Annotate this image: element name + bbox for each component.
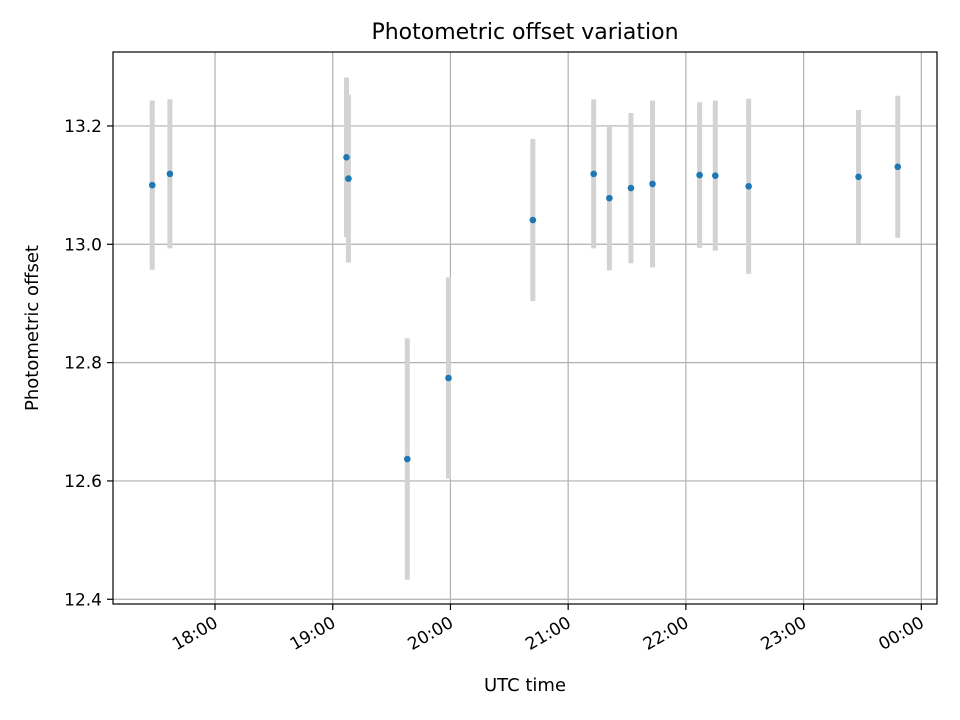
data-point xyxy=(745,183,752,190)
data-point xyxy=(696,171,703,179)
data-point xyxy=(894,163,902,171)
grid xyxy=(113,52,937,604)
data-point xyxy=(606,194,613,202)
x-axis-label: UTC time xyxy=(484,675,566,696)
data-point xyxy=(166,170,174,178)
data-point xyxy=(627,184,635,192)
plot-frame xyxy=(112,51,938,605)
data-point xyxy=(148,181,156,189)
data-point xyxy=(403,455,411,463)
data-point xyxy=(529,216,537,224)
data-point xyxy=(855,173,862,181)
data-point xyxy=(345,175,352,182)
y-tick-label: 13.2 xyxy=(64,117,102,137)
data-point xyxy=(590,170,597,178)
data-points xyxy=(148,154,902,463)
chart-title: Photometric offset variation xyxy=(371,20,678,45)
y-tick-label: 12.4 xyxy=(64,590,102,610)
y-axis-ticks: 12.4 12.6 12.8 13.0 13.2 xyxy=(64,117,113,610)
data-point xyxy=(343,154,350,161)
y-tick-label: 12.8 xyxy=(64,354,102,374)
y-tick-label: 12.6 xyxy=(64,472,102,492)
data-point xyxy=(649,180,656,188)
y-tick-label: 13.0 xyxy=(64,235,102,255)
y-axis-label: Photometric offset xyxy=(22,245,43,411)
data-point xyxy=(445,374,452,382)
data-point xyxy=(712,172,719,179)
